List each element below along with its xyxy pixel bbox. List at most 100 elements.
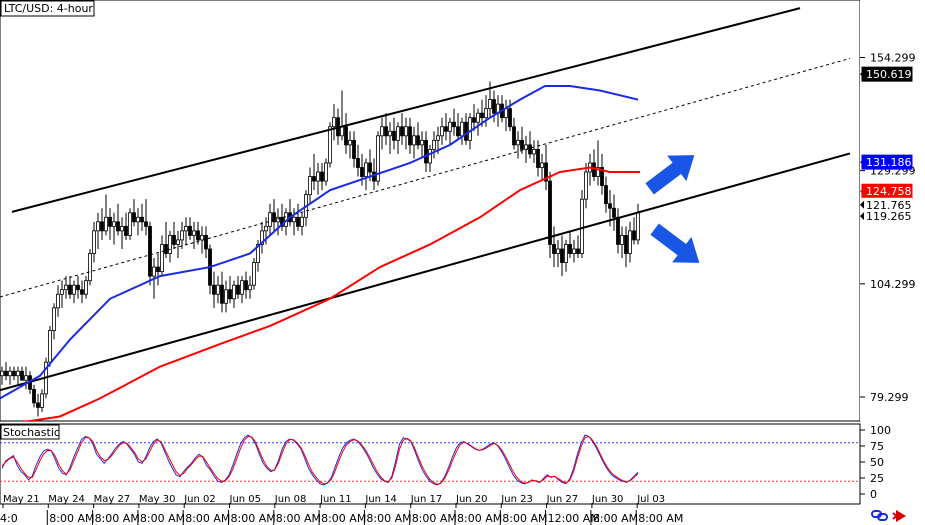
candle-bearish <box>616 216 620 245</box>
candle-bearish <box>312 176 316 182</box>
time-axis-label: 8:00 AM <box>140 512 185 525</box>
candle-bearish <box>444 126 448 132</box>
candle-bearish <box>76 284 80 291</box>
candle-bullish <box>468 117 472 141</box>
time-axis-label: 8:00 AM <box>49 512 94 525</box>
candle-bearish <box>356 158 360 168</box>
x-tick-label: May 24 <box>48 494 85 505</box>
price-label-pointer <box>860 158 864 167</box>
candle-bullish <box>136 216 140 223</box>
candle-bullish <box>24 375 28 381</box>
candle-bearish <box>592 162 596 177</box>
candle-bearish <box>320 171 324 182</box>
candle-bearish <box>228 289 232 300</box>
candle-bullish <box>40 393 44 408</box>
candle-bullish <box>540 162 544 168</box>
candle-bearish <box>132 212 136 223</box>
x-axis: May 21 May 24 May 27 May 30 Jun 02 Jun 05 Jun … <box>2 494 665 508</box>
close-arrow-icon[interactable] <box>892 510 906 522</box>
candle-bullish <box>0 370 4 377</box>
candle-bearish <box>108 216 112 227</box>
candle-bearish <box>68 284 72 295</box>
candle-bearish <box>4 370 8 377</box>
candle-bullish <box>120 225 124 232</box>
candle-bullish <box>440 126 444 137</box>
candle-bearish <box>400 126 404 137</box>
candle-bearish <box>456 126 460 137</box>
moving-average-blue <box>0 85 639 400</box>
x-tick-label: Jun 02 <box>183 494 216 505</box>
link-icon[interactable] <box>871 510 888 521</box>
candle-bullish <box>572 248 576 254</box>
candle-bearish <box>12 370 16 377</box>
candle-bullish <box>248 284 252 291</box>
candle-bearish <box>560 248 564 263</box>
candle-bearish <box>272 212 276 223</box>
x-tick-label: Jun 08 <box>274 494 307 505</box>
candle-bullish <box>448 121 452 132</box>
time-axis-label: 4:0 <box>0 512 18 525</box>
candle-bullish <box>484 108 488 119</box>
candle-bearish <box>604 185 608 205</box>
price-label-text: 150.619 <box>866 68 912 81</box>
chart-title: LTC/USD: 4-hour <box>4 2 93 15</box>
candle-bearish <box>144 221 148 227</box>
price-label-text: 131.186 <box>866 156 912 169</box>
time-axis-label: 8:00 AM <box>593 512 638 525</box>
candle-bullish <box>488 99 492 110</box>
candle-bullish <box>376 135 380 182</box>
candle-bearish <box>464 121 468 141</box>
candle-bearish <box>368 162 372 173</box>
candle-bearish <box>528 144 532 155</box>
candle-bullish <box>96 221 100 232</box>
candle-bullish <box>160 244 164 273</box>
candle-bullish <box>216 284 220 295</box>
candle-bearish <box>164 244 168 254</box>
candle-bullish <box>200 234 204 241</box>
candle-bearish <box>344 126 348 146</box>
x-tick-label: Jun 05 <box>229 494 262 505</box>
candle-bullish <box>504 108 508 119</box>
x-tick-label: May 21 <box>3 494 40 505</box>
candle-bullish <box>380 126 384 137</box>
candle-bullish <box>264 225 268 232</box>
stochastic-tick-label: 100 <box>870 424 891 437</box>
candle-bullish <box>256 244 260 263</box>
time-axis-label: 12:00 AM <box>548 512 600 525</box>
x-tick-label: Jun 27 <box>546 494 579 505</box>
candle-bullish <box>596 167 600 177</box>
candle-bullish <box>128 212 132 236</box>
candle-bullish <box>184 225 188 232</box>
candle-bullish <box>420 139 424 146</box>
candle-bullish <box>252 262 256 286</box>
candle-bullish <box>436 135 440 141</box>
candle-bullish <box>240 280 244 295</box>
candle-bullish <box>404 126 408 137</box>
candle-bullish <box>396 126 400 141</box>
moving-average-red <box>23 166 640 421</box>
candle-bearish <box>116 221 120 232</box>
candle-bearish <box>576 248 580 254</box>
direction-arrows <box>645 155 700 263</box>
candle-bullish <box>260 230 264 245</box>
candle-bullish <box>516 139 520 146</box>
chart-title-box <box>0 0 95 17</box>
candle-bullish <box>532 148 536 155</box>
candle-bearish <box>80 289 84 295</box>
candle-bearish <box>20 370 24 381</box>
candle-bearish <box>472 117 476 123</box>
stochastic-lines <box>0 434 860 486</box>
y-tick-label: 154.299 <box>870 51 916 64</box>
candle-bullish <box>176 239 180 245</box>
candle-bearish <box>416 135 420 146</box>
candle-bullish <box>300 216 304 227</box>
candle-bearish <box>360 167 364 177</box>
candle-bullish <box>628 230 632 254</box>
candle-bullish <box>56 293 60 309</box>
x-tick-label: Jun 14 <box>364 494 397 505</box>
candle-bullish <box>332 117 336 128</box>
candle-bearish <box>632 230 636 241</box>
arrow-up-right-icon <box>645 155 695 195</box>
